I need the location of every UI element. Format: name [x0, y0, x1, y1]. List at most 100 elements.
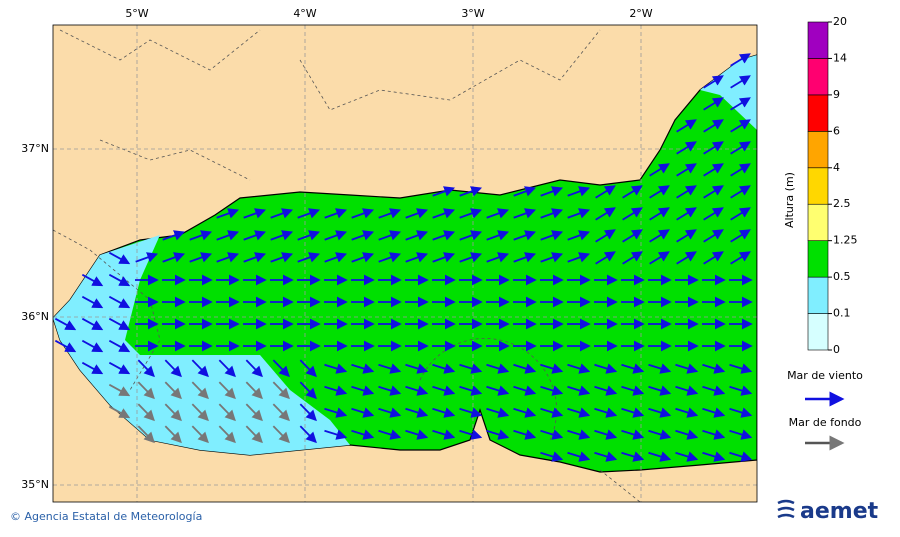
colorbar-title: Altura (m) — [783, 172, 796, 228]
wind-arrow — [486, 252, 510, 263]
wind-arrow — [324, 230, 348, 241]
wind-arrow — [648, 451, 672, 462]
wind-arrow — [648, 363, 672, 374]
wind-arrow — [729, 407, 753, 418]
wind-arrow — [567, 363, 591, 374]
colorbar-tick-label: 0.1 — [833, 307, 851, 320]
wind-arrow — [540, 230, 564, 241]
wind-arrow — [676, 141, 697, 155]
wind-arrow — [595, 251, 616, 265]
wind-arrow — [81, 361, 104, 375]
wind-arrow — [378, 208, 402, 219]
lat-label: 36°N — [21, 310, 49, 323]
calm-sea — [700, 55, 757, 130]
wind-arrow — [540, 252, 564, 263]
wind-arrow — [81, 273, 104, 287]
wind-arrow — [405, 252, 429, 263]
wind-arrow — [135, 252, 159, 263]
wind-arrow — [378, 363, 402, 374]
swell-arrow — [137, 425, 155, 444]
wind-arrow — [378, 252, 402, 263]
wind-arrow — [729, 385, 753, 396]
logo: aemet — [800, 499, 879, 524]
wind-arrow — [324, 407, 348, 418]
wind-arrow — [324, 252, 348, 263]
wind-arrow — [676, 119, 697, 133]
wind-arrow — [459, 407, 483, 418]
wind-arrow — [54, 317, 77, 331]
wind-arrow — [432, 385, 456, 396]
colorbar-tick-label: 20 — [833, 15, 847, 28]
wind-arrow — [622, 251, 643, 265]
wind-arrow — [459, 208, 483, 219]
wind-arrow — [730, 75, 751, 89]
wind-arrow — [703, 185, 724, 199]
wind-arrow — [486, 429, 510, 440]
wind-arrow — [540, 407, 564, 418]
wind-arrow — [540, 363, 564, 374]
wind-arrow — [567, 451, 591, 462]
wind-arrow — [297, 208, 321, 219]
wind-arrow — [243, 252, 267, 263]
wind-arrow — [108, 251, 131, 265]
wind-arrow — [703, 75, 724, 89]
wind-arrow — [459, 363, 483, 374]
wind-arrow — [729, 451, 753, 462]
wind-arrow — [299, 381, 317, 400]
wind-arrow — [540, 186, 564, 197]
lon-label: 5°W — [125, 7, 148, 20]
wind-arrow — [702, 407, 726, 418]
colorbar-tick-label: 1.25 — [833, 234, 858, 247]
colorbar-tick-label: 0 — [833, 343, 840, 356]
wind-arrow — [540, 429, 564, 440]
map-frame — [52, 24, 758, 503]
wind-arrow — [567, 407, 591, 418]
wind-arrow — [622, 229, 643, 243]
wind-arrow — [351, 208, 375, 219]
wind-arrow — [162, 252, 186, 263]
wind-arrow — [675, 385, 699, 396]
wind-arrow — [676, 251, 697, 265]
wind-arrow — [459, 252, 483, 263]
wind-arrow — [108, 339, 131, 353]
wind-arrow — [351, 230, 375, 241]
wind-arrow — [595, 229, 616, 243]
wind-arrow — [351, 252, 375, 263]
wind-arrow — [730, 53, 751, 67]
calm-sea — [53, 235, 350, 455]
wind-arrow — [162, 230, 186, 241]
lon-label: 2°W — [629, 7, 652, 20]
swell-arrow — [272, 403, 290, 422]
wind-arrow — [703, 207, 724, 221]
wind-arrow — [351, 363, 375, 374]
swell-arrow — [218, 403, 236, 422]
wind-arrow — [595, 207, 616, 221]
wind-arrow — [730, 229, 751, 243]
wind-arrow — [54, 339, 77, 353]
colorbar-swatch — [807, 240, 829, 278]
swell-arrow — [245, 403, 263, 422]
wind-arrow — [622, 185, 643, 199]
wind-arrow — [299, 403, 317, 422]
wind-arrow — [324, 208, 348, 219]
wind-arrow — [378, 230, 402, 241]
wind-arrow — [513, 208, 537, 219]
wind-arrow — [218, 359, 236, 378]
wind-arrow — [675, 363, 699, 374]
colorbar-swatch — [807, 313, 829, 351]
wind-arrow — [567, 208, 591, 219]
wind-arrow — [351, 429, 375, 440]
colorbar-tick-label: 9 — [833, 88, 840, 101]
wind-arrow — [567, 186, 591, 197]
logo-icon — [777, 499, 795, 519]
wind-arrow — [540, 451, 564, 462]
wind-arrow — [243, 208, 267, 219]
wind-arrow — [459, 429, 483, 440]
wind-arrow — [216, 252, 240, 263]
wind-arrow — [595, 185, 616, 199]
wind-arrow — [702, 363, 726, 374]
legend-label: Mar de viento — [787, 369, 863, 382]
wind-arrow — [594, 451, 618, 462]
wind-arrow — [703, 141, 724, 155]
